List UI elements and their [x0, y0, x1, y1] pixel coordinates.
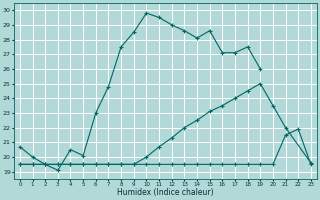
X-axis label: Humidex (Indice chaleur): Humidex (Indice chaleur) — [117, 188, 214, 197]
